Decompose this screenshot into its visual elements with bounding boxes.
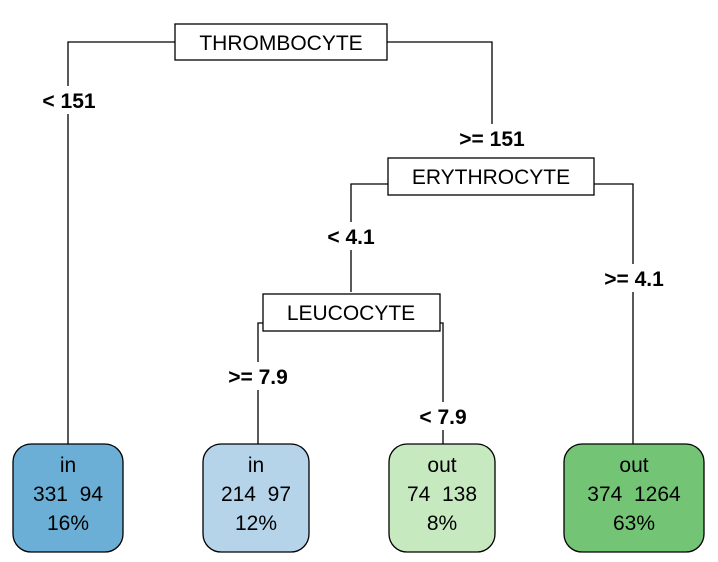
edge-root-right — [387, 41, 493, 150]
edge-root-left — [67, 41, 175, 450]
leaf-node-3: out 74 138 8% — [388, 443, 496, 553]
split-variable: LEUCOCYTE — [287, 302, 415, 325]
leaf-counts: 374 1264 — [587, 483, 681, 506]
leaf-counts: 214 97 — [221, 483, 291, 506]
condition-label: < 7.9 — [419, 406, 466, 429]
condition-label: >= 151 — [459, 128, 525, 151]
condition-label: < 151 — [42, 90, 95, 113]
leaf-class: in — [248, 454, 264, 477]
leaf-box — [388, 443, 496, 553]
edge-ery-right — [594, 183, 634, 450]
edge-leu-left — [257, 322, 263, 450]
split-node-root: THROMBOCYTE — [174, 23, 388, 61]
edge-leu-right — [440, 322, 444, 450]
leaf-counts: 331 94 — [33, 483, 103, 506]
leaf-node-1: in 331 94 16% — [12, 443, 124, 553]
leaf-percent: 12% — [235, 512, 277, 535]
condition-label: >= 4.1 — [604, 268, 664, 291]
leaf-node-2: in 214 97 12% — [202, 443, 310, 553]
condition-labels: < 151 >= 151 < 4.1 >= 4.1 >= 7.9 < 7.9 — [38, 86, 672, 430]
split-node-erythrocyte: ERYTHROCYTE — [387, 157, 595, 196]
leaf-class: out — [427, 454, 456, 477]
leaf-class: out — [619, 454, 648, 477]
leaf-class: in — [60, 454, 76, 477]
leaf-counts: 74 138 — [407, 483, 477, 506]
leaf-percent: 16% — [47, 512, 89, 535]
tree-edges — [67, 41, 634, 450]
leaf-box — [12, 443, 124, 553]
condition-label: < 4.1 — [327, 226, 375, 249]
leaf-percent: 8% — [427, 512, 457, 535]
split-variable: THROMBOCYTE — [199, 32, 362, 55]
condition-label: >= 7.9 — [228, 366, 288, 389]
edge-ery-left — [350, 183, 388, 292]
leaf-percent: 63% — [613, 512, 655, 535]
leaf-box — [563, 443, 705, 553]
split-variable: ERYTHROCYTE — [412, 166, 570, 189]
leaf-node-4: out 374 1264 63% — [563, 443, 705, 553]
leaf-box — [202, 443, 310, 553]
split-node-leucocyte: LEUCOCYTE — [262, 293, 441, 332]
